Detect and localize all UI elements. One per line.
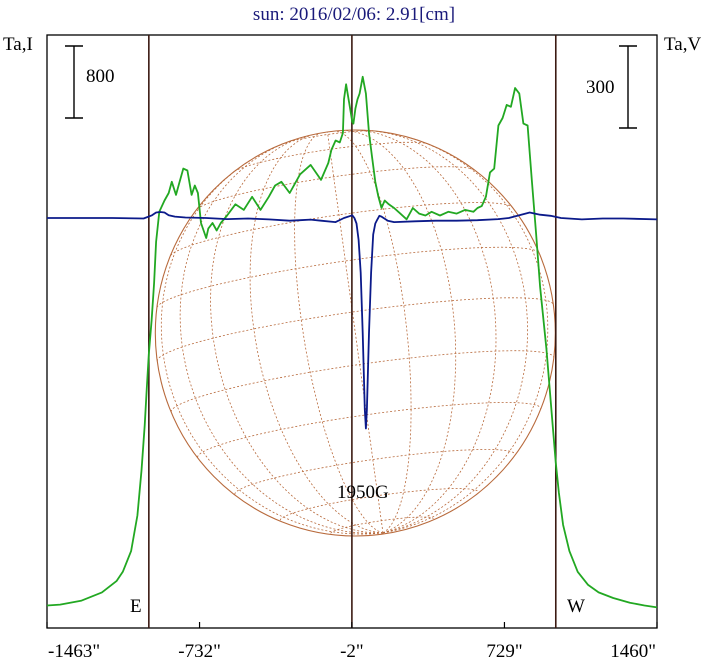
disk-grid-longitude — [343, 130, 457, 534]
disk-grid-longitude — [349, 129, 497, 534]
disk-grid-longitude — [160, 158, 384, 535]
y-axis-label-left: Ta,I — [3, 34, 33, 55]
scale-bar-right — [619, 45, 637, 129]
disk-grid-longitude — [327, 132, 384, 533]
x-tick-label: 729" — [486, 641, 522, 662]
disk-grid-latitude — [170, 350, 555, 413]
chart-title: sun: 2016/02/06: 2.91[cm] — [253, 4, 455, 25]
disk-grid-latitude — [233, 141, 429, 172]
disk-grid-latitude — [156, 297, 554, 362]
x-tick-label: -1463" — [48, 641, 100, 662]
y-axis-label-right: Ta,V — [664, 34, 701, 55]
disk-grid-longitude — [210, 135, 383, 534]
disk-grid-longitude — [335, 130, 412, 534]
disk-grid-longitude — [382, 136, 549, 534]
disk-grid-longitude — [363, 129, 529, 534]
solar-disk-grid — [156, 129, 555, 535]
disk-grid-latitude — [281, 130, 376, 145]
disk-grid-longitude — [249, 134, 384, 534]
disk-grid-latitude — [330, 516, 434, 534]
x-tick-label: -732" — [178, 641, 221, 662]
disk-grid-latitude — [196, 166, 474, 210]
disk-grid-latitude — [234, 449, 516, 495]
scale-bar-left — [65, 45, 83, 119]
disk-grid-longitude — [179, 139, 384, 534]
x-axis-ticks: -1463" -732" -2" 729" 1460" — [46, 622, 658, 662]
x-tick-label: 1460" — [610, 641, 656, 662]
scale-bars — [65, 45, 637, 129]
source-annotation: 1950G — [337, 482, 389, 503]
disk-grid-longitude — [294, 133, 384, 534]
west-label: W — [567, 596, 585, 617]
east-label: E — [130, 596, 142, 617]
scale-label-right: 300 — [586, 77, 615, 98]
scale-label-left: 800 — [86, 66, 115, 87]
series-layer — [46, 75, 658, 609]
series-line-intensity — [46, 75, 658, 609]
series-line-polarization — [47, 211, 658, 430]
disk-group — [154, 129, 556, 537]
vertical-markers — [148, 35, 557, 628]
x-tick-label: -2" — [340, 641, 364, 662]
disk-grid-latitude — [170, 202, 513, 256]
